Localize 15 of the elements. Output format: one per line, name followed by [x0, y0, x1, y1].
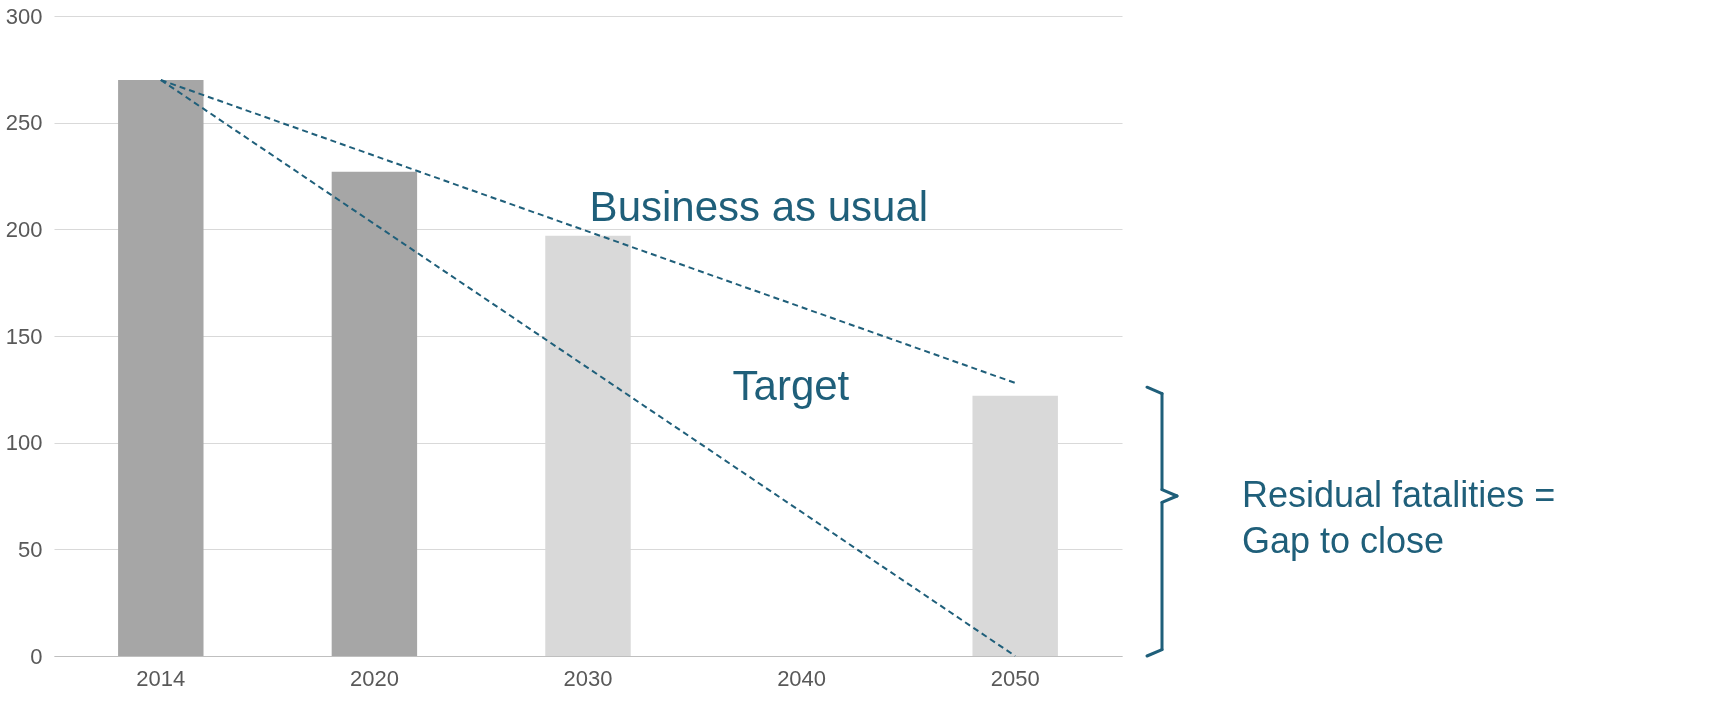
y-tick-label: 250 — [5, 110, 43, 136]
text: Residual fatalities = Gap to close — [1242, 474, 1556, 561]
annotation: Business as usual — [589, 183, 929, 230]
y-tick-label: 50 — [18, 536, 43, 562]
x-tick-label: 2020 — [349, 665, 399, 691]
y-tick-label: 300 — [5, 3, 43, 29]
y-tick-label: 150 — [5, 323, 43, 349]
x-tick-label: 2040 — [777, 665, 827, 691]
x-tick-label: 2014 — [136, 665, 186, 691]
y-tick-label: 200 — [5, 216, 43, 242]
annotation: Target — [732, 362, 850, 410]
x-tick-label: 2050 — [990, 665, 1040, 691]
y-tick-label: 0 — [30, 643, 43, 669]
x-tick-label: 2030 — [563, 665, 613, 691]
y-tick-label: 100 — [5, 430, 43, 456]
